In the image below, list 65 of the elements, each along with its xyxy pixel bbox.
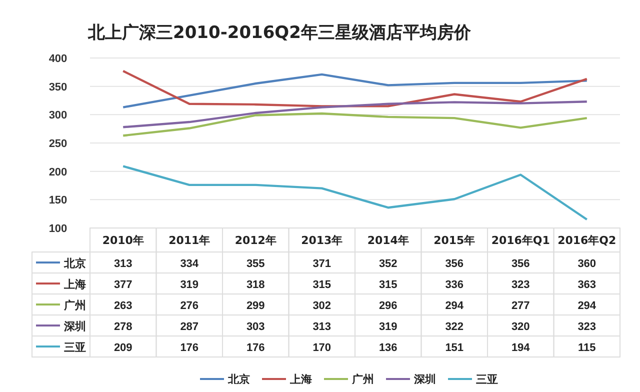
legend-label: 广州 [63,299,86,312]
data-label: 209 [114,342,132,354]
x-tick-label: 2011年 [168,234,210,247]
data-label: 352 [378,258,398,270]
data-label: 176 [246,342,265,354]
x-tick-label: 2016年Q2 [558,234,616,247]
y-tick-label: 150 [48,194,68,207]
data-label: 323 [578,321,596,333]
data-label: 299 [246,300,265,312]
data-label: 363 [578,279,596,291]
data-label: 334 [180,258,200,270]
data-label: 319 [180,279,199,291]
data-label: 176 [180,342,199,354]
x-tick-label: 2013年 [301,234,343,247]
data-label: 302 [312,300,332,312]
data-label: 360 [578,258,596,270]
data-label: 296 [378,300,398,312]
data-label: 315 [312,279,332,291]
data-label: 277 [511,300,530,312]
legend-label: 三亚 [64,341,86,354]
data-label: 115 [578,342,596,354]
data-label: 318 [246,279,265,291]
x-tick-label: 2016年Q1 [491,234,550,247]
y-tick-label: 400 [48,53,68,65]
data-label: 276 [180,300,199,312]
data-label: 322 [445,321,464,333]
x-tick-label: 2010年 [102,234,144,247]
y-tick-label: 300 [48,110,68,122]
line-series [122,100,588,128]
legend-label: 上海 [63,278,86,291]
data-label: 371 [312,258,332,270]
data-label: 294 [445,300,464,312]
x-tick-label: 2015年 [434,234,476,247]
data-label: 287 [180,321,199,333]
data-label: 320 [511,321,530,333]
data-label: 377 [114,279,132,291]
chart-title: 北上广深三2010-2016Q2年三星级酒店平均房价 [87,23,472,43]
data-label: 136 [378,342,398,354]
y-tick-label: 200 [48,166,68,178]
data-label: 170 [312,342,332,354]
legend-label: 北京 [63,257,86,270]
data-label: 313 [312,321,332,333]
data-label: 313 [114,258,132,270]
data-label: 278 [114,321,132,333]
data-label: 303 [246,321,265,333]
legend-label: 深圳 [63,320,86,333]
text: 三亚 [476,373,498,386]
line-series [122,165,588,221]
data-label: 315 [378,279,398,291]
data-label: 294 [578,300,597,312]
data-label: 356 [445,258,464,270]
x-tick-label: 2012年 [234,234,276,247]
y-tick-label: 100 [48,223,68,235]
data-label: 194 [511,342,531,354]
data-label: 323 [511,279,530,291]
data-label: 356 [511,258,530,270]
data-label: 355 [246,258,265,270]
data-label: 319 [378,321,398,333]
line-series [122,112,588,137]
data-label: 263 [114,300,132,312]
y-tick-label: 250 [48,138,68,150]
x-tick-label: 2014年 [367,234,409,247]
y-tick-label: 350 [48,81,68,94]
data-label: 336 [445,279,464,291]
data-label: 151 [445,342,464,354]
